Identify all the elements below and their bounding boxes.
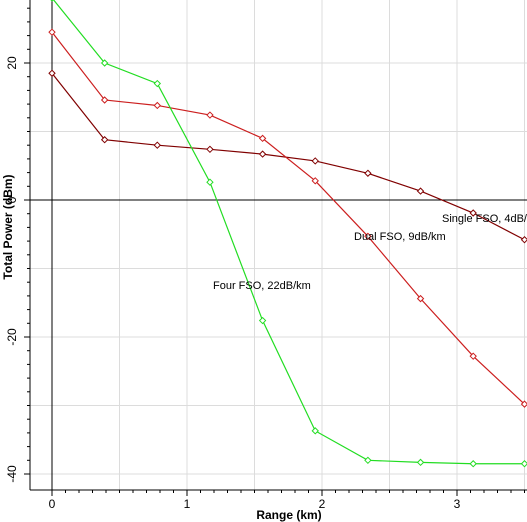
data-point-dual-fso [469,352,477,360]
data-point-single-fso [469,209,477,217]
data-point-four-fso [416,458,425,467]
data-point-single-fso [48,69,56,77]
data-point-single-fso [153,141,162,149]
x-axis-title: Range (km) [256,508,321,522]
data-point-four-fso [520,460,527,468]
data-point-single-fso [416,187,425,195]
y-tick-label: -20 [5,328,19,346]
data-point-four-fso [258,316,267,325]
data-point-four-fso [364,456,372,465]
data-point-single-fso [520,236,527,244]
data-point-single-fso [100,136,109,144]
x-tick-label: 0 [49,497,56,511]
data-point-dual-fso [153,101,162,110]
data-point-four-fso [469,460,477,468]
data-point-four-fso [311,427,319,435]
series-label-dual-fso: Dual FSO, 9dB/km [354,231,446,243]
series-group [48,0,527,468]
y-axis-title: Total Power (dBm) [1,174,15,279]
labels: Single FSO, 4dB/km Dual FSO, 9dB/km Four… [1,174,527,522]
y-tick-label: 0 [5,196,19,203]
data-point-single-fso [364,169,372,177]
x-tick-label: 1 [184,497,191,511]
y-tick-label: -40 [5,465,19,483]
data-point-single-fso [206,145,214,154]
series-line-dual-fso [51,31,525,405]
data-point-four-fso [50,0,54,2]
data-point-dual-fso [258,134,267,143]
data-point-single-fso [311,157,319,165]
data-point-four-fso [153,79,162,88]
data-point-dual-fso [206,111,214,119]
x-tick-label: 3 [454,497,461,511]
data-point-single-fso [258,150,267,158]
series-line-single-fso [51,72,525,241]
series-label-four-fso: Four FSO, 22dB/km [213,280,311,292]
data-point-dual-fso [48,28,56,36]
data-point-four-fso [100,59,109,67]
x-tick-label: 2 [319,497,326,511]
y-tick-label: 20 [5,56,19,70]
series-line-four-fso [52,0,525,465]
data-point-dual-fso [416,294,425,303]
data-point-dual-fso [364,232,372,241]
data-point-dual-fso [311,177,319,185]
data-point-dual-fso [100,96,109,104]
series-label-single-fso: Single FSO, 4dB/km [442,213,527,225]
axes: 0 1 2 3 -40 -20 0 20 [5,0,527,511]
grid [30,0,527,490]
data-point-four-fso [206,178,214,186]
